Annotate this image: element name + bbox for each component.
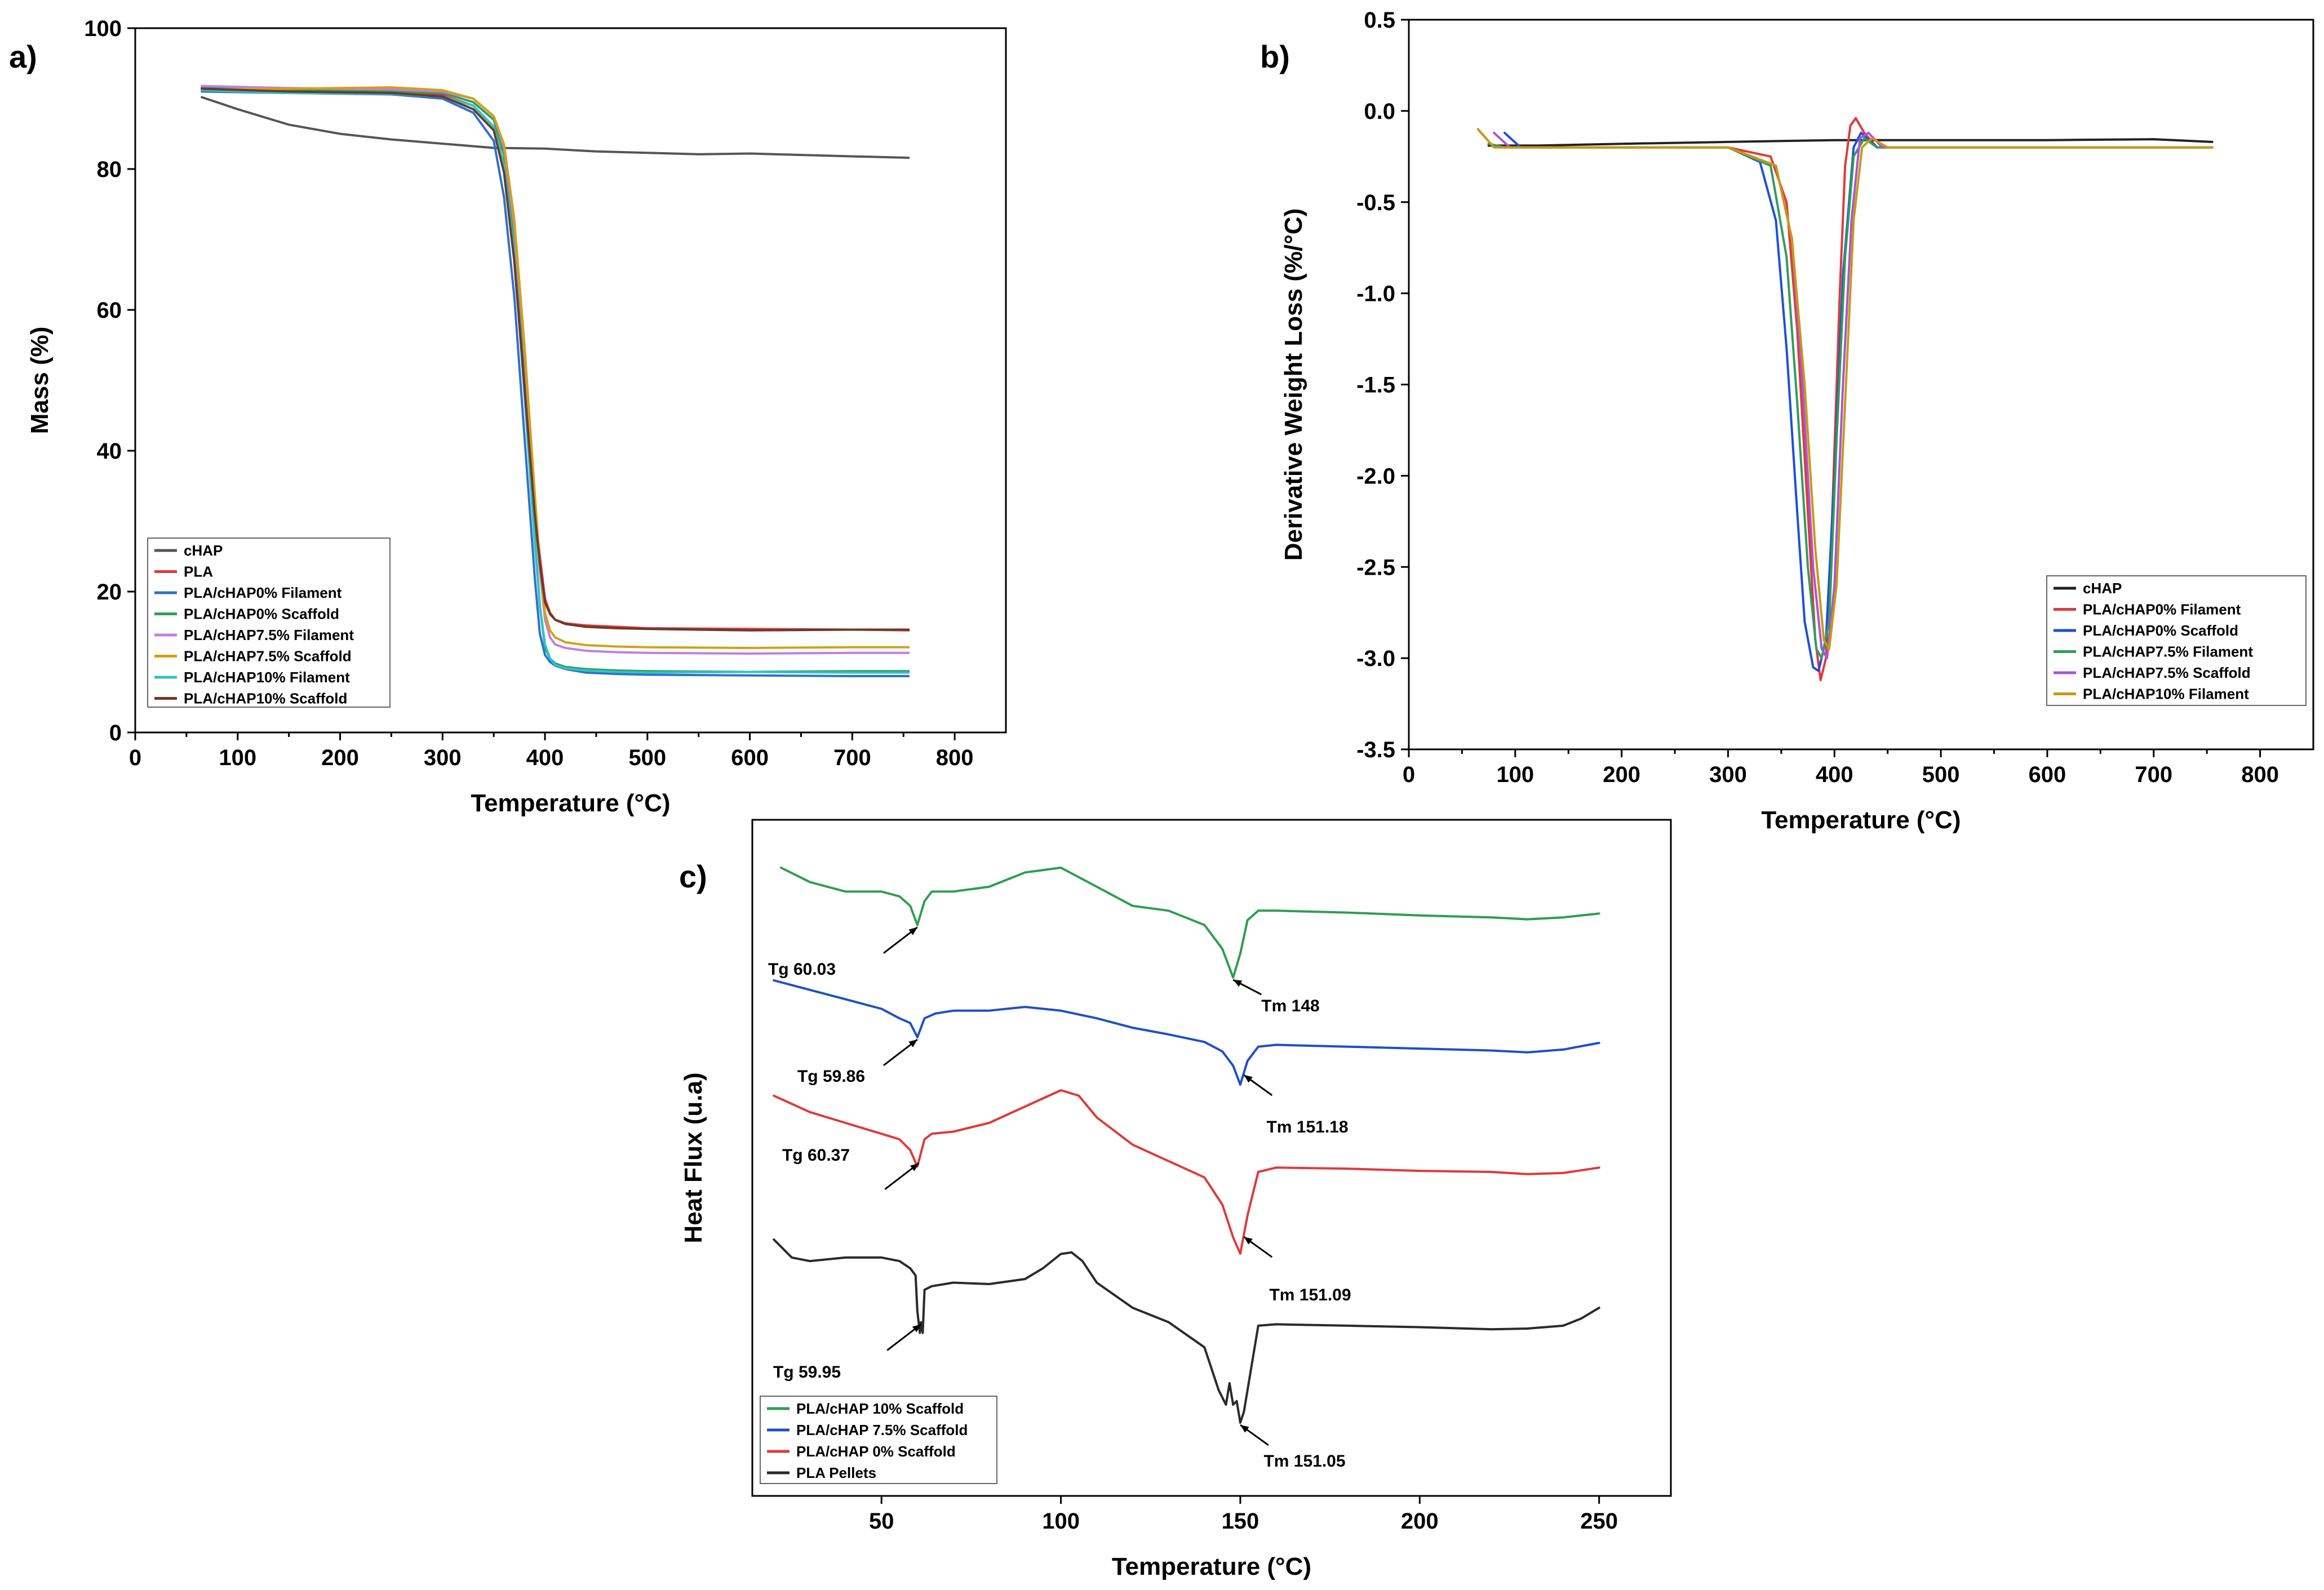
x-tick-label: 100 <box>1496 762 1534 787</box>
legend-entry: PLA/cHAP 7.5% Scaffold <box>796 1422 968 1438</box>
x-tick-label: 600 <box>2029 762 2066 787</box>
annotation-label: Tg 59.86 <box>797 1067 865 1086</box>
annotation-arrowhead <box>1233 980 1243 987</box>
legend-entry: PLA/cHAP0% Filament <box>184 584 342 601</box>
y-tick-label: -0.5 <box>1356 190 1395 215</box>
series-line-1 <box>1487 138 2214 147</box>
x-tick-label: 700 <box>833 745 871 770</box>
legend-entry: PLA/cHAP7.5% Scaffold <box>184 648 352 665</box>
legend-entry: PLA Pellets <box>796 1464 876 1481</box>
annotation-label: Tm 151.05 <box>1263 1452 1345 1471</box>
y-tick-label: 40 <box>97 439 122 464</box>
annotation-label: Tm 151.18 <box>1266 1118 1348 1136</box>
x-tick-label: 200 <box>321 745 359 770</box>
y-tick-label: 100 <box>84 16 122 41</box>
legend-entry: PLA/cHAP10% Scaffold <box>184 690 347 707</box>
y-tick-label: -3.0 <box>1356 646 1395 671</box>
annotation-arrowhead <box>912 1324 921 1333</box>
legend-entry: PLA/cHAP0% Scaffold <box>184 606 339 623</box>
legend-entry: PLA/cHAP10% Filament <box>2083 686 2249 703</box>
legend-entry: PLA <box>184 563 213 580</box>
y-axis-label: Heat Flux (u.a) <box>680 1072 707 1243</box>
x-axis-label: Temperature (°C) <box>1112 1553 1311 1580</box>
y-tick-label: -1.5 <box>1356 373 1395 398</box>
x-tick-label: 50 <box>869 1509 894 1534</box>
x-tick-label: 100 <box>1042 1509 1080 1534</box>
y-tick-label: -2.5 <box>1356 555 1395 580</box>
legend-entry: PLA/cHAP7.5% Filament <box>184 627 354 643</box>
panel-a: a) 0 100 200 300 400 500 600 700 800 0 20 40 60 80 100 T… <box>9 16 1007 817</box>
plot-frame <box>134 27 1007 734</box>
series-line-8 <box>201 87 910 632</box>
annotation-arrowhead <box>1244 1237 1253 1245</box>
x-tick-label: 400 <box>1816 762 1853 787</box>
x-axis-label: Temperature (°C) <box>471 789 670 817</box>
x-tick-label: 500 <box>628 745 666 770</box>
x-tick-label: 200 <box>1603 762 1640 787</box>
x-tick-label: 200 <box>1401 1509 1439 1534</box>
legend-entry: cHAP <box>184 542 223 559</box>
x-tick-label: 800 <box>936 745 974 770</box>
y-tick-label: -2.0 <box>1356 464 1395 488</box>
series-line-1 <box>779 867 1600 979</box>
x-tick-label: 0 <box>1403 762 1415 787</box>
legend-entry: PLA/cHAP0% Scaffold <box>2083 622 2238 639</box>
annotation-arrowhead <box>1240 1425 1249 1433</box>
legend-entry: cHAP <box>2083 580 2122 597</box>
annotation-arrowhead <box>908 927 917 935</box>
y-tick-label: 20 <box>97 580 122 605</box>
x-tick-label: 100 <box>219 745 256 770</box>
legend-entry: PLA/cHAP 10% Scaffold <box>796 1400 964 1417</box>
x-tick-label: 150 <box>1222 1509 1259 1534</box>
panel-label: c) <box>679 859 707 894</box>
legend-box <box>760 1396 997 1484</box>
legend-entry: PLA/cHAP0% Filament <box>2083 601 2241 618</box>
series-line-6 <box>1476 128 2214 650</box>
legend-box <box>147 538 391 708</box>
series-line-4 <box>773 1238 1600 1424</box>
y-tick-label: 0.5 <box>1364 8 1395 33</box>
y-tick-label: 0.0 <box>1364 99 1395 124</box>
y-axis-label: Derivative Weight Loss (%/°C) <box>1280 208 1307 561</box>
panel-b: b) 0 100 200 300 400 500 600 700 800 0.5 0.0 -0.5 -1.… <box>1260 8 2314 834</box>
annotation-label: Tm 151.09 <box>1269 1286 1351 1304</box>
annotation-label: Tg 59.95 <box>773 1363 841 1382</box>
y-tick-label: 60 <box>97 298 122 323</box>
y-tick-label: -1.0 <box>1356 282 1395 307</box>
x-axis-label: Temperature (°C) <box>1761 806 1961 834</box>
legend-entry: PLA/cHAP7.5% Filament <box>2083 643 2253 660</box>
x-tick-label: 800 <box>2241 762 2279 787</box>
panel-c: c) 50 100 150 200 250 Temperature (°C) Heat Flu… <box>679 819 1672 1580</box>
annotation-arrowhead <box>1244 1075 1253 1083</box>
legend-entry: PLA/cHAP10% Filament <box>184 669 350 686</box>
series-line-3 <box>773 1089 1600 1255</box>
panel-label: b) <box>1260 39 1290 74</box>
y-tick-label: -3.5 <box>1356 738 1395 762</box>
x-tick-label: 500 <box>1922 762 1960 787</box>
legend-entry: PLA/cHAP7.5% Scaffold <box>2083 664 2251 681</box>
x-tick-label: 0 <box>129 745 141 770</box>
x-tick-label: 600 <box>731 745 769 770</box>
x-tick-label: 300 <box>1709 762 1747 787</box>
y-tick-label: 80 <box>97 157 122 182</box>
annotation-arrowhead <box>908 1039 917 1047</box>
x-tick-label: 700 <box>2135 762 2172 787</box>
x-tick-label: 400 <box>526 745 564 770</box>
x-tick-label: 250 <box>1580 1509 1618 1534</box>
legend-entry: PLA/cHAP 0% Scaffold <box>796 1443 956 1460</box>
annotation-label: Tg 60.03 <box>768 960 836 979</box>
plot-frame <box>751 819 1672 1497</box>
series-line-3 <box>201 90 910 677</box>
legend-box <box>2046 575 2307 706</box>
series-line-1 <box>201 96 910 159</box>
series-line-2 <box>773 979 1600 1086</box>
annotation-arrowhead <box>910 1163 919 1171</box>
y-axis-label: Mass (%) <box>26 327 54 434</box>
annotation-label: Tg 60.37 <box>782 1146 850 1165</box>
annotation-label: Tm 148 <box>1261 997 1319 1015</box>
x-tick-label: 300 <box>424 745 462 770</box>
y-tick-label: 0 <box>109 721 122 745</box>
panel-label: a) <box>9 39 37 74</box>
